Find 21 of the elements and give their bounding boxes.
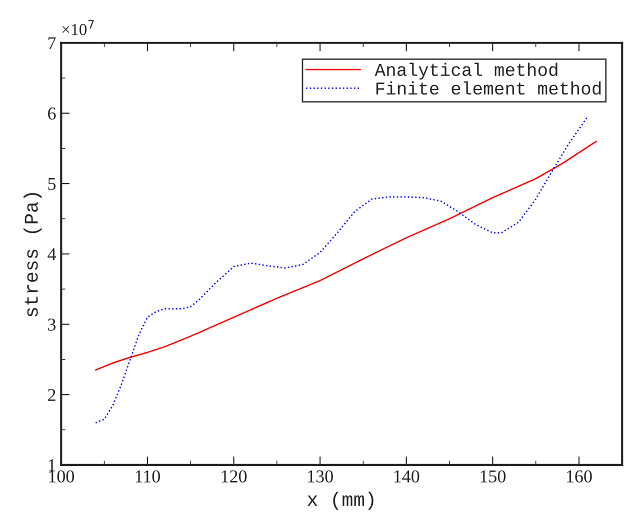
line-series	[94, 116, 588, 424]
x-tick-label: 120	[222, 470, 247, 483]
x-tick-label: 100	[49, 470, 74, 483]
y-tick-label: 5	[48, 178, 56, 190]
y-tick-label: 1	[48, 459, 56, 472]
x-tick-label: 160	[567, 470, 592, 483]
y-axis-title: stress (Pa)	[24, 193, 42, 317]
x-tick-label: 140	[394, 470, 420, 483]
y-tick-label: 7	[48, 37, 56, 50]
y-tick-label: 2	[48, 388, 56, 401]
line-series	[94, 140, 597, 371]
legend-label: Analytical method	[374, 62, 558, 80]
y-tick-label: 3	[48, 318, 56, 331]
x-tick-label: 150	[480, 470, 506, 483]
x-axis-title: x (mm)	[308, 492, 374, 510]
text: ×10$^{7}$	[62, 20, 94, 36]
y-tick-label: 4	[48, 248, 56, 260]
x-tick-label: 110	[136, 470, 160, 483]
legend-label: Finite element method	[376, 81, 601, 95]
y-tick-label: 6	[48, 108, 56, 120]
x-tick-label: 130	[308, 470, 333, 483]
